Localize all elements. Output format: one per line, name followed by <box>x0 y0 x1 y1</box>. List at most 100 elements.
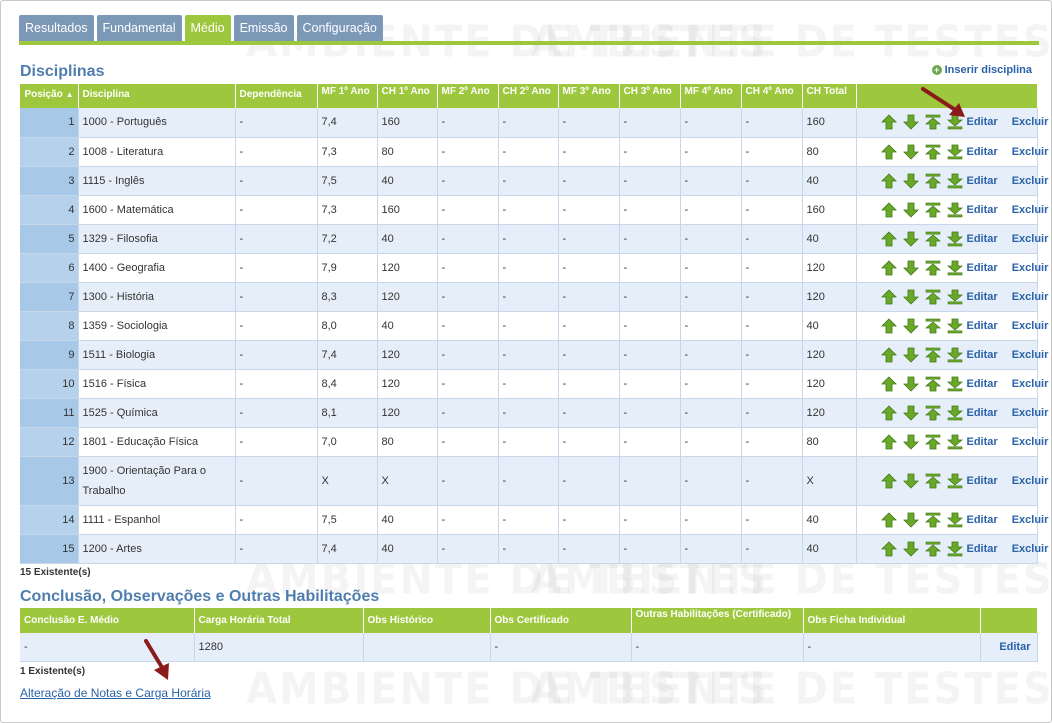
move-up-icon[interactable] <box>880 172 897 189</box>
move-down-icon[interactable] <box>902 144 919 160</box>
move-bottom-icon[interactable] <box>946 114 963 130</box>
move-up-icon[interactable] <box>880 433 897 450</box>
move-down-icon[interactable] <box>902 347 919 363</box>
move-up-icon[interactable] <box>880 259 897 276</box>
delete-link[interactable]: Excluir <box>1011 406 1049 419</box>
move-up-icon[interactable] <box>880 230 897 247</box>
conclusao-edit-link[interactable]: Editar <box>999 640 1031 653</box>
delete-link[interactable]: Excluir <box>1011 435 1049 448</box>
move-top-icon[interactable] <box>924 202 941 218</box>
delete-link[interactable]: Excluir <box>1011 145 1049 158</box>
move-bottom-icon[interactable] <box>946 289 963 305</box>
edit-link[interactable]: Editar <box>966 145 998 158</box>
move-top-icon[interactable] <box>924 512 941 528</box>
edit-link[interactable]: Editar <box>966 290 998 303</box>
move-up-icon[interactable] <box>880 288 897 305</box>
move-top-icon[interactable] <box>924 114 941 130</box>
move-up-icon[interactable] <box>880 143 897 160</box>
delete-link[interactable]: Excluir <box>1011 290 1049 303</box>
move-bottom-icon[interactable] <box>946 202 963 218</box>
edit-link[interactable]: Editar <box>966 348 998 361</box>
move-top-icon[interactable] <box>924 434 941 450</box>
move-up-icon[interactable] <box>880 511 897 528</box>
move-top-icon[interactable] <box>924 260 941 276</box>
delete-link[interactable]: Excluir <box>1011 513 1049 526</box>
move-top-icon[interactable] <box>924 318 941 334</box>
move-down-icon[interactable] <box>902 202 919 218</box>
move-bottom-icon[interactable] <box>946 473 963 489</box>
delete-link[interactable]: Excluir <box>1011 116 1049 129</box>
delete-link[interactable]: Excluir <box>1011 348 1049 361</box>
move-up-icon[interactable] <box>880 114 897 130</box>
move-down-icon[interactable] <box>902 434 919 450</box>
edit-link[interactable]: Editar <box>966 232 998 245</box>
move-top-icon[interactable] <box>924 347 941 363</box>
edit-link[interactable]: Editar <box>966 319 998 332</box>
move-up-icon[interactable] <box>880 201 897 218</box>
delete-link[interactable]: Excluir <box>1011 174 1049 187</box>
header-posicao[interactable]: Posição ▲ <box>20 84 79 108</box>
move-bottom-icon[interactable] <box>946 512 963 528</box>
move-up-icon[interactable] <box>880 472 897 489</box>
edit-link[interactable]: Editar <box>966 261 998 274</box>
move-down-icon[interactable] <box>902 114 919 130</box>
move-bottom-icon[interactable] <box>946 318 963 334</box>
move-up-icon[interactable] <box>880 317 897 334</box>
tab-emissao[interactable]: Emissão <box>233 15 294 41</box>
move-top-icon[interactable] <box>924 144 941 160</box>
move-up-icon[interactable] <box>880 375 897 392</box>
delete-link[interactable]: Excluir <box>1011 232 1049 245</box>
edit-link[interactable]: Editar <box>966 474 998 487</box>
move-down-icon[interactable] <box>902 405 919 421</box>
delete-link[interactable]: Excluir <box>1011 474 1049 487</box>
move-up-icon[interactable] <box>880 346 897 363</box>
move-down-icon[interactable] <box>902 318 919 334</box>
move-down-icon[interactable] <box>902 473 919 489</box>
edit-link[interactable]: Editar <box>966 203 998 216</box>
move-up-icon[interactable] <box>880 404 897 421</box>
edit-link[interactable]: Editar <box>966 542 998 555</box>
edit-link[interactable]: Editar <box>966 377 998 390</box>
delete-link[interactable]: Excluir <box>1011 203 1049 216</box>
move-down-icon[interactable] <box>902 289 919 305</box>
delete-link[interactable]: Excluir <box>1011 319 1049 332</box>
edit-link[interactable]: Editar <box>966 116 998 129</box>
move-bottom-icon[interactable] <box>946 376 963 392</box>
move-top-icon[interactable] <box>924 289 941 305</box>
insert-disciplina-link[interactable]: + Inserir disciplina <box>931 64 1032 76</box>
edit-link[interactable]: Editar <box>966 174 998 187</box>
move-down-icon[interactable] <box>902 376 919 392</box>
move-bottom-icon[interactable] <box>946 434 963 450</box>
tab-fundamental[interactable]: Fundamental <box>96 15 182 41</box>
move-top-icon[interactable] <box>924 173 941 189</box>
edit-link[interactable]: Editar <box>966 435 998 448</box>
delete-link[interactable]: Excluir <box>1011 261 1049 274</box>
move-top-icon[interactable] <box>924 376 941 392</box>
delete-link[interactable]: Excluir <box>1011 542 1049 555</box>
move-top-icon[interactable] <box>924 473 941 489</box>
move-top-icon[interactable] <box>924 231 941 247</box>
cell-ch-total: 80 <box>802 427 857 457</box>
move-up-icon[interactable] <box>880 540 897 557</box>
tab-medio[interactable]: Médio <box>184 15 231 41</box>
move-bottom-icon[interactable] <box>946 231 963 247</box>
tab-resultados[interactable]: Resultados <box>19 15 94 41</box>
edit-link[interactable]: Editar <box>966 513 998 526</box>
tab-configuracao[interactable]: Configuração <box>296 15 383 41</box>
alteracao-notas-link[interactable]: Alteração de Notas e Carga Horária <box>20 686 211 700</box>
move-bottom-icon[interactable] <box>946 347 963 363</box>
move-bottom-icon[interactable] <box>946 173 963 189</box>
move-down-icon[interactable] <box>902 260 919 276</box>
delete-link[interactable]: Excluir <box>1011 377 1049 390</box>
move-bottom-icon[interactable] <box>946 144 963 160</box>
move-down-icon[interactable] <box>902 541 919 557</box>
move-down-icon[interactable] <box>902 512 919 528</box>
move-top-icon[interactable] <box>924 541 941 557</box>
move-bottom-icon[interactable] <box>946 541 963 557</box>
move-bottom-icon[interactable] <box>946 260 963 276</box>
move-top-icon[interactable] <box>924 405 941 421</box>
move-bottom-icon[interactable] <box>946 405 963 421</box>
edit-link[interactable]: Editar <box>966 406 998 419</box>
move-down-icon[interactable] <box>902 173 919 189</box>
move-down-icon[interactable] <box>902 231 919 247</box>
